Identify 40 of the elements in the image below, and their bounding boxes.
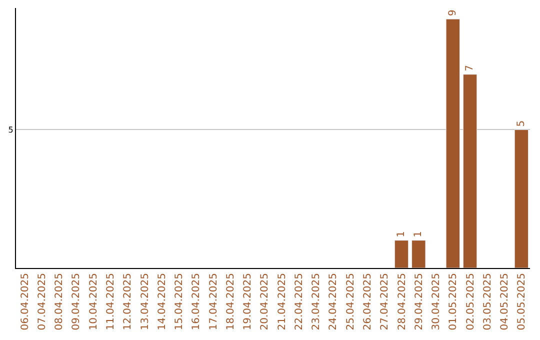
x-tick-label: 23.04.2025 (311, 273, 322, 330)
x-tick-label: 14.04.2025 (156, 273, 168, 330)
x-tick-label: 10.04.2025 (88, 273, 100, 330)
bar (462, 74, 478, 268)
x-tick-label: 30.04.2025 (431, 273, 442, 330)
data-label: 1 (396, 230, 407, 238)
x-tick-label: 25.04.2025 (345, 273, 356, 330)
x-tick-label: 27.04.2025 (380, 273, 391, 330)
x-tick-label: 16.04.2025 (191, 273, 202, 330)
x-tick-label: 11.04.2025 (105, 273, 116, 330)
x-tick-label: 24.04.2025 (328, 273, 340, 330)
x-tick-label: 02.05.2025 (465, 273, 476, 330)
x-tick-label: 26.04.2025 (362, 273, 374, 330)
x-tick-label: 06.04.2025 (20, 273, 31, 330)
x-tick-label: 03.05.2025 (482, 273, 494, 330)
x-tick-label: 22.04.2025 (294, 273, 305, 330)
bar (394, 240, 409, 268)
x-tick-label: 18.04.2025 (225, 273, 236, 330)
bar (446, 18, 460, 268)
x-tick-label: 05.05.2025 (516, 273, 528, 330)
x-tick-label: 21.04.2025 (276, 273, 288, 330)
x-tick-label: 17.04.2025 (208, 273, 220, 330)
bar (514, 129, 529, 268)
x-tick-label: 20.04.2025 (260, 273, 271, 330)
x-tick-label: 01.05.2025 (448, 273, 460, 330)
x-tick-label: 13.04.2025 (140, 273, 151, 330)
bar (412, 240, 426, 268)
data-label: 9 (447, 10, 458, 16)
x-tick-label: 08.04.2025 (54, 273, 66, 330)
x-tick-label: 29.04.2025 (414, 273, 425, 330)
x-tick-label: 07.04.2025 (36, 273, 48, 330)
x-tick-label: 15.04.2025 (174, 273, 186, 330)
data-label: 1 (413, 230, 424, 238)
data-label: 7 (464, 65, 476, 72)
x-tick-label: 09.04.2025 (71, 273, 82, 330)
x-tick-label: 12.04.2025 (122, 273, 134, 330)
x-tick-label: 19.04.2025 (242, 273, 254, 330)
x-tick-label: 28.04.2025 (396, 273, 408, 330)
x-tick-label: 04.05.2025 (500, 273, 511, 330)
data-label: 5 (516, 120, 527, 127)
